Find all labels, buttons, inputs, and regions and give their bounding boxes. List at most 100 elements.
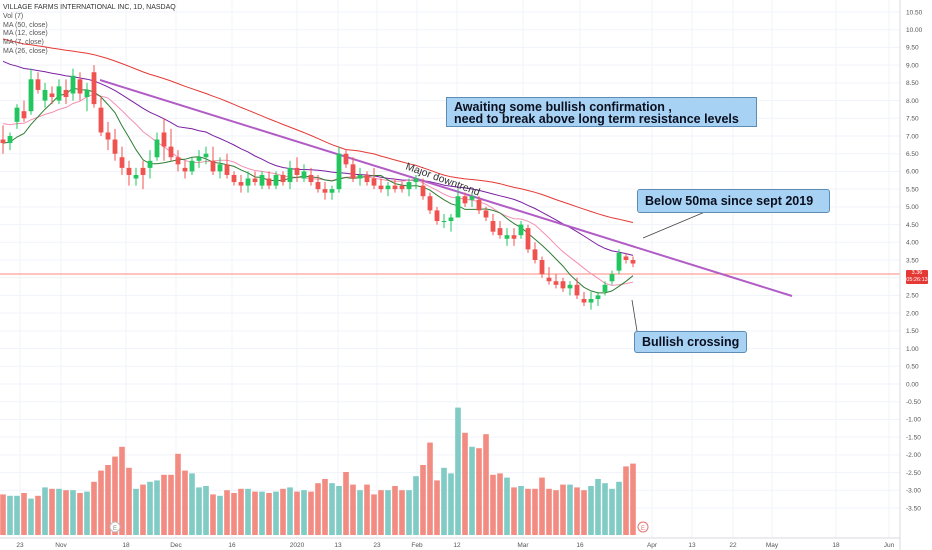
candle-body	[595, 295, 601, 299]
candle-body	[168, 146, 174, 158]
annotation-below-50ma[interactable]: Below 50ma since sept 2019	[637, 189, 830, 213]
volume-bar	[259, 491, 265, 535]
candle	[343, 150, 349, 168]
y-tick-label: -2.50	[906, 470, 921, 477]
candle-body	[574, 284, 580, 296]
candle-body	[602, 284, 608, 292]
candle-body	[189, 160, 195, 172]
candle-body	[14, 107, 20, 122]
candle	[294, 157, 300, 183]
candle-body	[455, 196, 461, 218]
candle	[455, 189, 461, 218]
candle	[623, 252, 629, 264]
x-tick-label: 13	[688, 542, 696, 549]
volume-bar	[35, 495, 41, 535]
candle	[490, 213, 496, 236]
volume-bar	[343, 472, 349, 535]
volume-bar	[455, 407, 461, 535]
candle	[154, 132, 160, 161]
volume-bar	[322, 479, 328, 535]
volume-bar	[308, 491, 314, 535]
volume-bar	[420, 465, 426, 535]
candle	[539, 256, 545, 278]
candle	[77, 72, 83, 101]
volume-bar	[133, 488, 139, 535]
candle	[399, 182, 405, 193]
volume-bar	[98, 470, 104, 535]
y-tick-label: 10.50	[906, 9, 923, 16]
last-price-tag: 3.36 05:26:13	[906, 270, 928, 284]
candle	[140, 160, 146, 190]
candle-body	[518, 224, 524, 236]
candle	[133, 167, 139, 186]
x-tick-label: 22	[729, 542, 737, 549]
x-tick-label: 23	[16, 542, 24, 549]
candle	[245, 171, 251, 193]
candle	[0, 125, 6, 154]
candle-body	[539, 260, 545, 275]
candle	[406, 178, 412, 197]
volume-bar	[140, 484, 146, 535]
volume-bar	[525, 488, 531, 535]
volume-bar	[42, 487, 48, 535]
candle	[560, 277, 566, 292]
candle-body	[49, 93, 55, 98]
candle-body	[203, 153, 209, 158]
volume-bar	[182, 470, 188, 535]
x-tick-label: Dec	[170, 542, 182, 549]
candle-body	[245, 178, 251, 186]
volume-bar	[630, 463, 636, 535]
candle	[210, 146, 216, 175]
candle-body	[70, 75, 76, 94]
volume-bar	[329, 483, 335, 535]
candle-body	[350, 164, 356, 179]
candle-body	[7, 136, 13, 144]
y-tick-label: 6.50	[906, 151, 919, 158]
candle-body	[35, 79, 41, 90]
volume-bar	[434, 480, 440, 535]
y-tick-label: 8.50	[906, 80, 919, 87]
volume-bar	[0, 494, 6, 535]
y-tick-label: 6.00	[906, 169, 919, 176]
y-tick-label: 8.00	[906, 98, 919, 105]
volume-bar	[287, 487, 293, 535]
volume-bar	[441, 467, 447, 535]
candle	[469, 192, 475, 207]
candle	[518, 221, 524, 239]
candle	[483, 206, 489, 222]
candle	[14, 104, 20, 129]
y-tick-label: 0.50	[906, 364, 919, 371]
candle	[175, 150, 181, 172]
candle-body	[84, 89, 90, 98]
candle	[168, 128, 174, 161]
x-tick-label: 16	[228, 542, 236, 549]
volume-bar	[301, 490, 307, 535]
candle	[280, 171, 286, 186]
annotation-bullish-crossing[interactable]: Bullish crossing	[634, 331, 747, 353]
candle	[182, 160, 188, 179]
candle	[413, 174, 419, 190]
candle-body	[560, 281, 566, 289]
volume-bar	[252, 491, 258, 535]
volume-bar	[112, 456, 118, 535]
candle	[602, 281, 608, 296]
volume-bar	[532, 488, 538, 535]
earnings-icon	[637, 521, 649, 533]
candle-body	[497, 228, 503, 236]
y-tick-label: 5.50	[906, 186, 919, 193]
x-tick-label: Mar	[517, 542, 529, 549]
candle-body	[91, 72, 97, 105]
candle-body	[77, 79, 83, 94]
candle-body	[406, 182, 412, 190]
candle-body	[266, 178, 272, 186]
volume-bar	[196, 487, 202, 535]
candle-body	[112, 139, 118, 154]
candle-body	[546, 277, 552, 282]
annotation-awaiting-confirmation[interactable]: Awaiting some bullish confirmation , nee…	[446, 97, 757, 127]
candle-body	[21, 111, 27, 119]
candle-body	[280, 174, 286, 183]
volume-bar	[280, 488, 286, 535]
volume-bar	[497, 473, 503, 535]
volume-bar	[224, 490, 230, 535]
